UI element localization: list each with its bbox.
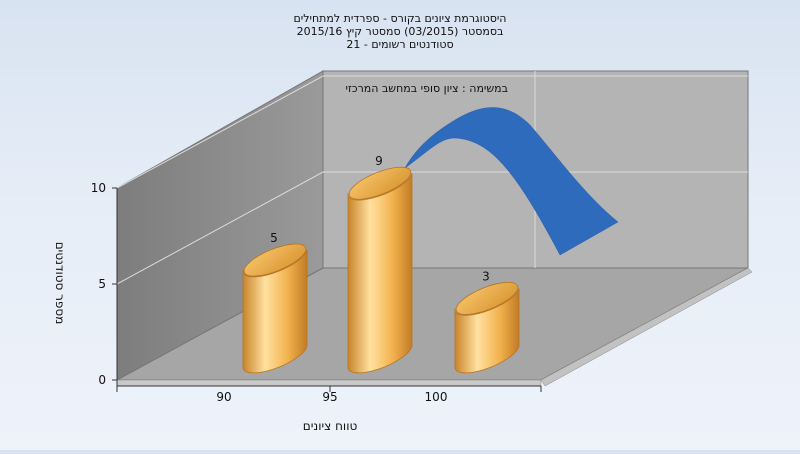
- x-tick-label: 90: [216, 390, 231, 404]
- bar-value-label: 3: [482, 269, 490, 283]
- bar: [347, 173, 413, 374]
- y-tick-label: 10: [91, 181, 106, 195]
- x-axis-title: טווח ציונים: [303, 419, 358, 433]
- bar-top: [455, 281, 519, 315]
- gridline: [116, 171, 748, 285]
- y-axis-title: מספר סטודנטים: [53, 242, 67, 325]
- bars: 5 9 3: [242, 154, 520, 374]
- distribution-curve: [404, 107, 619, 256]
- bar-value-label: 5: [270, 231, 278, 245]
- right-edge: [540, 267, 753, 387]
- floor-front-edge: [116, 379, 542, 387]
- chart-title-line-1: היסטוגרמת ציונים בקורס - ספרדית למתחילים: [294, 12, 507, 25]
- x-tick-label: 100: [425, 390, 448, 404]
- bar-value-label: 9: [375, 154, 383, 168]
- chart-title-line-3: סטודנטים רשומים - 21: [346, 38, 453, 51]
- gridline: [116, 75, 748, 189]
- y-ticks: 0 5 10: [91, 181, 117, 387]
- y-tick-label: 5: [98, 277, 106, 291]
- chart-subtitle: במשימה : ציון סופי במחשב המרכזי: [346, 82, 509, 95]
- x-tick-marks: 90 95 100: [116, 386, 542, 404]
- bar: [454, 288, 520, 374]
- chart-title-line-2: בסמסטר (03/2015) סמסטר קיץ 2015/16: [297, 25, 504, 38]
- bar-top: [243, 243, 307, 277]
- x-tick-label: 95: [322, 390, 337, 404]
- bar: [242, 249, 308, 374]
- y-tick-label: 0: [98, 373, 106, 387]
- bar-top: [348, 166, 412, 200]
